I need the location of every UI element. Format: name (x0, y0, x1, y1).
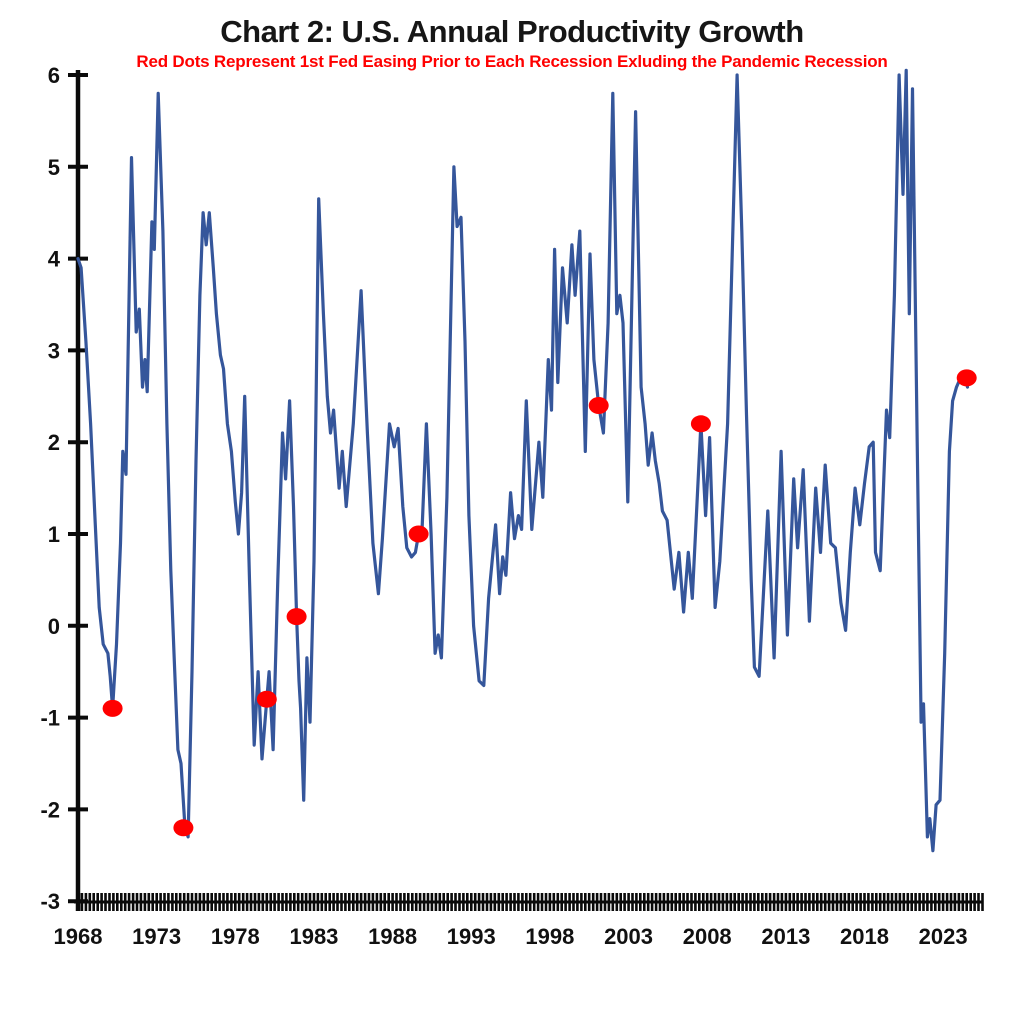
fed-easing-dot (102, 699, 123, 717)
x-axis-label: 1993 (447, 924, 496, 949)
x-axis-label: 1998 (525, 924, 574, 949)
y-axis-label: 1 (48, 522, 60, 547)
y-axis-label: -2 (40, 797, 60, 822)
y-axis-label: -1 (40, 706, 60, 731)
x-axis-label: 2023 (919, 924, 968, 949)
x-axis-label: 1983 (289, 924, 338, 949)
y-axis-label: 0 (48, 614, 60, 639)
y-axis-label: -3 (40, 889, 60, 914)
y-axis-label: 6 (48, 63, 60, 88)
x-axis-label: 1978 (211, 924, 260, 949)
chart-subtitle: Red Dots Represent 1st Fed Easing Prior … (136, 52, 888, 71)
fed-easing-dot (173, 819, 194, 837)
y-axis-label: 3 (48, 338, 60, 363)
x-axis-label: 2008 (683, 924, 732, 949)
y-axis-label: 2 (48, 430, 60, 455)
x-axis-label: 1973 (132, 924, 181, 949)
x-axis-label: 2003 (604, 924, 653, 949)
y-axis-label: 4 (48, 247, 61, 272)
x-axis-label: 2013 (761, 924, 810, 949)
fed-easing-dot (588, 397, 609, 414)
fed-easing-dot (408, 525, 429, 543)
x-axis-label: 2018 (840, 924, 889, 949)
fed-easing-dot (956, 369, 977, 387)
fed-easing-dot (286, 608, 307, 626)
fed-easing-dot (690, 415, 711, 433)
chart-title: Chart 2: U.S. Annual Productivity Growth (220, 14, 804, 49)
x-axis-label: 1988 (368, 924, 417, 949)
x-axis-label: 1968 (54, 924, 103, 949)
productivity-growth-line (76, 68, 970, 853)
fed-easing-dot (256, 690, 277, 708)
y-axis-label: 5 (48, 155, 60, 180)
